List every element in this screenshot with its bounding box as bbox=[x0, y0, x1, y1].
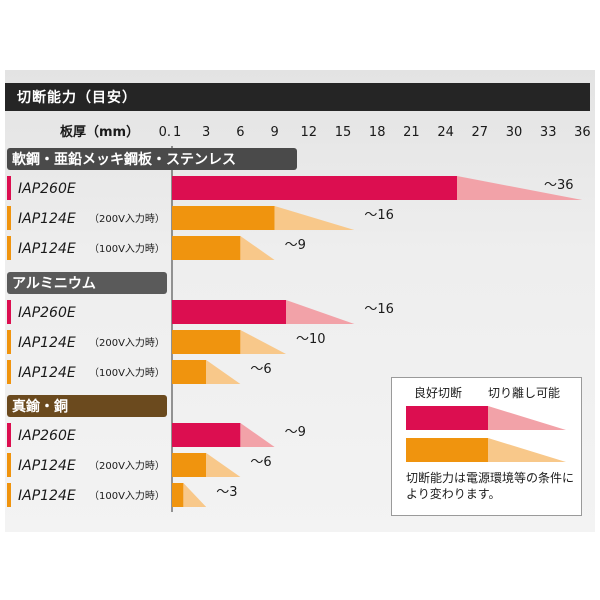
row-marker-2-2 bbox=[7, 483, 11, 507]
legend-separable-label: 切り離し可能 bbox=[488, 386, 561, 400]
bar-good-2-2 bbox=[172, 483, 184, 507]
tick-label-12: 33 bbox=[540, 125, 557, 140]
value-label-0-2: ～9 bbox=[285, 238, 306, 253]
value-label-1-1: ～10 bbox=[296, 332, 326, 347]
row-note-2-2: （100V入力時） bbox=[89, 489, 165, 502]
group-header-1 bbox=[7, 272, 167, 294]
row-marker-1-0 bbox=[7, 300, 11, 324]
group-label-0: 軟鋼・亜鉛メッキ鋼板・ステンレス bbox=[12, 151, 236, 168]
row-marker-0-1 bbox=[7, 206, 11, 230]
group-label-1: アルミニウム bbox=[12, 276, 96, 292]
legend-orange-good-swatch bbox=[406, 438, 488, 462]
row-note-1-1: （200V入力時） bbox=[89, 336, 165, 349]
bar-separable-0-2 bbox=[240, 236, 275, 260]
legend-box: 良好切断 切り離し可能 切断能力は電源環境等の条件により変わります。 bbox=[391, 377, 582, 516]
tick-label-5: 12 bbox=[301, 125, 318, 140]
tick-label-10: 27 bbox=[472, 125, 489, 140]
bar-separable-1-2 bbox=[206, 360, 241, 384]
value-label-2-0: ～9 bbox=[285, 425, 306, 440]
legend-orange-separable-swatch bbox=[488, 438, 566, 462]
row-model-1-0: IAP260E bbox=[18, 305, 76, 321]
row-note-0-2: （100V入力時） bbox=[89, 242, 165, 255]
tick-label-7: 18 bbox=[369, 125, 386, 140]
row-note-2-1: （200V入力時） bbox=[89, 459, 165, 472]
row-model-0-1: IAP124E bbox=[18, 211, 76, 227]
tick-label-9: 24 bbox=[437, 125, 454, 140]
legend-note: 切断能力は電源環境等の条件により変わります。 bbox=[406, 471, 575, 501]
tick-label-8: 21 bbox=[403, 125, 420, 140]
tick-label-2: 3 bbox=[202, 125, 210, 140]
row-marker-2-0 bbox=[7, 423, 11, 447]
group-label-2: 真鍮・銅 bbox=[12, 398, 68, 415]
row-model-2-2: IAP124E bbox=[18, 488, 76, 504]
bar-separable-0-1 bbox=[274, 206, 355, 230]
bar-good-2-1 bbox=[172, 453, 207, 477]
tick-label-0: 0. bbox=[159, 125, 171, 140]
tick-label-3: 6 bbox=[236, 125, 244, 140]
legend-red-separable-swatch bbox=[488, 406, 566, 430]
bar-separable-2-1 bbox=[206, 453, 241, 477]
row-model-1-2: IAP124E bbox=[18, 365, 76, 381]
bar-good-2-0 bbox=[172, 423, 241, 447]
value-label-0-1: ～16 bbox=[364, 208, 394, 223]
value-label-2-1: ～6 bbox=[250, 455, 271, 470]
row-marker-0-2 bbox=[7, 236, 11, 260]
bar-separable-0-0 bbox=[457, 176, 583, 200]
row-note-0-1: （200V入力時） bbox=[89, 212, 165, 225]
bar-separable-1-1 bbox=[240, 330, 286, 354]
row-model-0-2: IAP124E bbox=[18, 241, 76, 257]
x-axis-label: 板厚（mm） bbox=[60, 124, 139, 140]
value-label-2-2: ～3 bbox=[216, 485, 237, 500]
row-marker-2-1 bbox=[7, 453, 11, 477]
legend-swatches bbox=[406, 406, 566, 462]
value-label-1-2: ～6 bbox=[250, 362, 271, 377]
row-model-2-1: IAP124E bbox=[18, 458, 76, 474]
row-model-1-1: IAP124E bbox=[18, 335, 76, 351]
bar-good-1-2 bbox=[172, 360, 207, 384]
bar-separable-2-0 bbox=[240, 423, 275, 447]
title-bar: 切断能力（目安） bbox=[5, 83, 590, 111]
row-note-1-2: （100V入力時） bbox=[89, 366, 165, 379]
row-marker-1-1 bbox=[7, 330, 11, 354]
group-header-0 bbox=[7, 148, 297, 170]
tick-label-13: 36 bbox=[574, 125, 591, 140]
tick-label-4: 9 bbox=[270, 125, 278, 140]
bar-good-0-0 bbox=[172, 176, 457, 200]
row-model-0-0: IAP260E bbox=[18, 181, 76, 197]
bar-good-1-0 bbox=[172, 300, 286, 324]
tick-label-1: 1 bbox=[173, 125, 181, 140]
legend-red-good-swatch bbox=[406, 406, 488, 430]
value-label-0-0: ～36 bbox=[544, 178, 574, 193]
tick-label-6: 15 bbox=[335, 125, 352, 140]
row-marker-1-2 bbox=[7, 360, 11, 384]
bar-good-0-2 bbox=[172, 236, 241, 260]
bar-separable-2-2 bbox=[183, 483, 207, 507]
row-model-2-0: IAP260E bbox=[18, 428, 76, 444]
bar-good-0-1 bbox=[172, 206, 275, 230]
group-header-2 bbox=[7, 395, 167, 417]
row-marker-0-0 bbox=[7, 176, 11, 200]
bar-good-1-1 bbox=[172, 330, 241, 354]
bar-separable-1-0 bbox=[286, 300, 355, 324]
chart-title: 切断能力（目安） bbox=[17, 90, 137, 106]
value-label-1-0: ～16 bbox=[364, 302, 394, 317]
legend-good-label: 良好切断 bbox=[414, 386, 463, 400]
tick-label-11: 30 bbox=[506, 125, 523, 140]
